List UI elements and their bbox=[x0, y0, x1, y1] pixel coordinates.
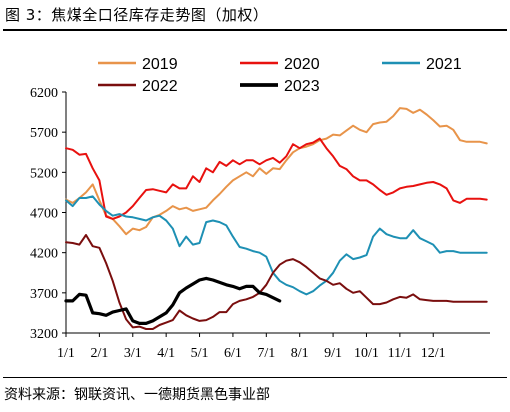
y-tick-label: 5200 bbox=[30, 166, 58, 181]
x-tick-label: 5/1 bbox=[191, 346, 209, 361]
series-line-2023 bbox=[64, 276, 282, 325]
x-tick-label: 4/1 bbox=[157, 346, 175, 361]
figure-header: 图 3：焦煤全口径库存走势图（加权） bbox=[0, 0, 510, 31]
x-tick-label: 6/1 bbox=[224, 346, 242, 361]
x-tick-label: 11/1 bbox=[388, 346, 412, 361]
x-tick-label: 1/1 bbox=[57, 346, 75, 361]
y-tick-label: 6200 bbox=[30, 86, 58, 101]
header-divider bbox=[3, 29, 507, 31]
chart-area: 3200 3700 4200 4700 5200 5700 6200 1/1 2/1 3/1 4/1… bbox=[30, 56, 490, 361]
y-tick-label: 4700 bbox=[30, 207, 58, 222]
x-tick-label: 8/1 bbox=[291, 346, 309, 361]
x-tick-label: 2/1 bbox=[90, 346, 108, 361]
legend-label-2023: 2023 bbox=[284, 78, 320, 95]
y-tick-label: 5700 bbox=[30, 126, 58, 141]
series-line-2020 bbox=[65, 137, 488, 220]
series-line-2021 bbox=[65, 195, 488, 296]
series-line-2022 bbox=[65, 234, 488, 330]
legend-label-2019: 2019 bbox=[142, 56, 178, 73]
x-tick-label: 12/1 bbox=[421, 346, 446, 361]
footer-divider bbox=[3, 377, 507, 378]
x-tick-label: 7/1 bbox=[257, 346, 275, 361]
source-note: 资料来源：钢联资讯、一德期货黑色事业部 bbox=[4, 387, 270, 403]
legend-label-2021: 2021 bbox=[426, 56, 462, 73]
figure-title: 图 3：焦煤全口径库存走势图（加权） bbox=[5, 6, 269, 24]
x-tick-label: 9/1 bbox=[324, 346, 342, 361]
y-tick-label: 4200 bbox=[30, 247, 58, 262]
y-tick-label: 3200 bbox=[30, 327, 58, 342]
x-tick-label: 10/1 bbox=[354, 346, 379, 361]
x-tick-label: 3/1 bbox=[124, 346, 142, 361]
legend-label-2022: 2022 bbox=[142, 78, 178, 95]
legend-label-2020: 2020 bbox=[284, 56, 320, 73]
y-tick-label: 3700 bbox=[30, 287, 58, 302]
series-line-2019 bbox=[65, 107, 488, 236]
